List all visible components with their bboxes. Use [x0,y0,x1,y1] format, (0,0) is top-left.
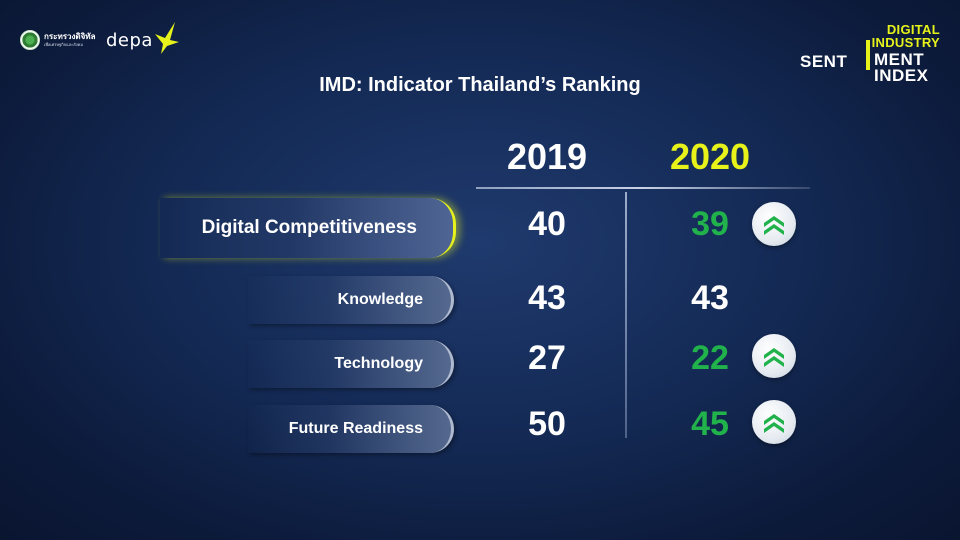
slide-title: IMD: Indicator Thailand’s Ranking [319,74,641,96]
chevron-up-double-icon [752,400,796,444]
bird-icon [153,20,181,56]
ministry-text: กระทรวงดิจิทัล เพื่อเศรษฐกิจและสังคม [44,33,95,47]
row-label-future-readiness: Future Readiness [248,405,454,453]
ddsi-line-sent: SENT [800,52,848,71]
depa-logo: depa [106,20,181,56]
year-header-2019: 2019 [506,136,588,177]
ministry-subtitle: เพื่อเศรษฐกิจและสังคม [44,42,83,47]
row-label-knowledge: Knowledge [248,276,454,324]
rank-2019-digital-competitiveness: 40 [528,205,566,243]
rank-2019-future-readiness: 50 [528,405,566,443]
rank-2020-future-readiness: 45 [691,405,729,443]
rank-2019-technology: 27 [528,339,566,377]
row-label-technology: Technology [248,340,454,388]
ddsi-line-index: INDEX [874,66,929,85]
chevron-up-double-icon [752,202,796,246]
rank-2020-knowledge: 43 [691,279,729,317]
year-header-2020: 2020 [669,136,751,177]
rank-2020-technology: 22 [691,339,729,377]
ddsi-line-industry: INDUSTRY [871,35,940,50]
rank-2019-knowledge: 43 [528,279,566,317]
ministry-name: กระทรวงดิจิทัล [44,32,96,41]
ddsi-bar-icon [866,40,870,70]
depa-logo-text: depa [106,30,153,51]
ddsi-line-digital: DIGITAL [886,22,940,37]
header-divider [476,187,810,189]
chevron-up-double-icon [752,334,796,378]
ministry-seal-icon [20,30,40,50]
row-label-digital-competitiveness: Digital Competitiveness [160,198,456,258]
ministry-logo: กระทรวงดิจิทัล เพื่อเศรษฐกิจและสังคม [20,30,95,50]
ddsi-line-ment: MENT [874,50,925,69]
digital-industry-sentiment-index-logo: DIGITAL INDUSTRY SENT MENT INDEX [800,22,940,85]
column-divider [625,192,627,438]
rank-2020-digital-competitiveness: 39 [691,205,729,243]
